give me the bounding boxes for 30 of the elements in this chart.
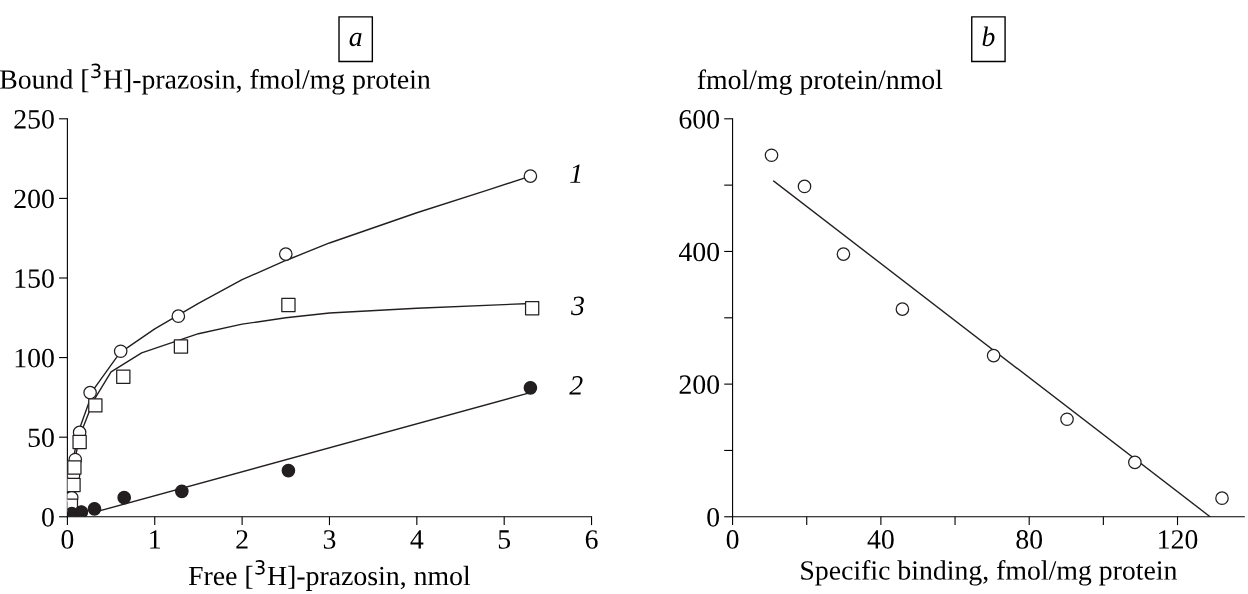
x-axis-title: Free [$^{3}$H]-prazosin, nmol — [188, 560, 471, 592]
chart-title: a — [349, 32, 362, 47]
x-tick-label: 3 — [323, 530, 336, 549]
x-tick-label: 1 — [150, 530, 161, 549]
x-tick-label: 80 — [1016, 530, 1043, 549]
y-tick-label: 50 — [28, 428, 54, 448]
y-tick-label: 600 — [679, 109, 720, 129]
x-axis-title: Specific binding, fmol/mg protein — [801, 560, 1178, 586]
x-tick-label: 120 — [1159, 530, 1198, 549]
y-tick-label: 100 — [15, 348, 54, 368]
x-tick-label: 5 — [498, 530, 511, 549]
y-tick-label: 200 — [679, 375, 720, 395]
x-tick-label: 6 — [585, 530, 598, 549]
y-axis-title: Bound [$^{3}$H]-prazosin, fmol/mg protein — [0, 63, 431, 95]
series-label: 2 — [569, 376, 583, 395]
y-tick-label: 0 — [42, 507, 54, 527]
y-tick-label: 0 — [707, 507, 720, 527]
y-axis-title: fmol/mg protein/nmol — [697, 69, 943, 95]
y-tick-label: 250 — [14, 109, 54, 129]
x-tick-label: 0 — [726, 530, 739, 549]
y-tick-label: 150 — [15, 269, 54, 288]
series-label: 1 — [570, 164, 581, 183]
x-tick-label: 40 — [867, 530, 894, 549]
x-tick-label: 0 — [61, 530, 74, 549]
y-tick-label: 400 — [678, 242, 720, 262]
x-tick-label: 2 — [236, 530, 248, 549]
y-tick-label: 200 — [14, 189, 54, 209]
series-label: 3 — [571, 296, 584, 316]
x-tick-label: 4 — [410, 530, 424, 549]
chart-title: b — [982, 26, 995, 47]
